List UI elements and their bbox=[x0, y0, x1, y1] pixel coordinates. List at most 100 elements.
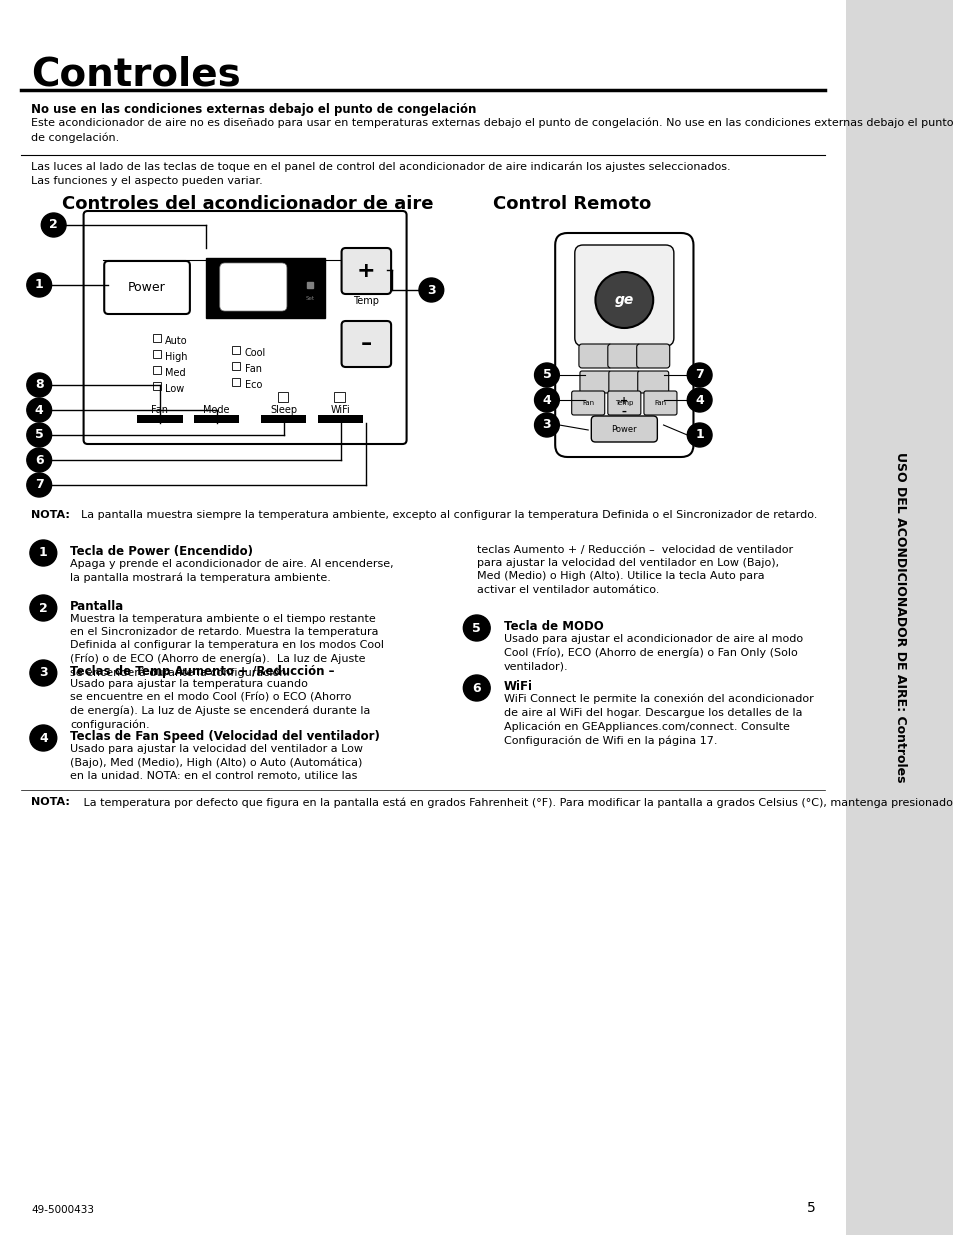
FancyBboxPatch shape bbox=[636, 345, 669, 368]
Text: Temp: Temp bbox=[353, 296, 379, 306]
Text: 6: 6 bbox=[35, 453, 44, 467]
Circle shape bbox=[30, 595, 56, 621]
Text: 1: 1 bbox=[695, 429, 703, 441]
Text: 2: 2 bbox=[39, 601, 48, 615]
Text: 3: 3 bbox=[427, 284, 436, 296]
Text: Las luces al lado de las teclas de toque en el panel de control del acondicionad: Las luces al lado de las teclas de toque… bbox=[30, 162, 730, 173]
Bar bbox=[152, 366, 161, 374]
Text: –: – bbox=[621, 408, 626, 417]
Text: 4: 4 bbox=[35, 404, 44, 416]
Text: Power: Power bbox=[128, 282, 166, 294]
Text: Control Remoto: Control Remoto bbox=[493, 195, 651, 212]
Text: Auto: Auto bbox=[165, 336, 188, 346]
Text: Usado para ajustar el acondicionador de aire al modo
Cool (Frío), ECO (Ahorro de: Usado para ajustar el acondicionador de … bbox=[503, 634, 801, 671]
Circle shape bbox=[595, 272, 653, 329]
Text: Controles del acondicionador de aire: Controles del acondicionador de aire bbox=[62, 195, 433, 212]
Text: 5: 5 bbox=[35, 429, 44, 441]
Text: 5: 5 bbox=[542, 368, 551, 382]
Text: 1: 1 bbox=[35, 279, 44, 291]
Bar bbox=[193, 415, 239, 424]
Bar bbox=[232, 378, 240, 387]
Text: No use en las condiciones externas debajo el punto de congelación: No use en las condiciones externas debaj… bbox=[30, 103, 476, 116]
Circle shape bbox=[534, 412, 558, 437]
Bar bbox=[277, 391, 288, 403]
FancyBboxPatch shape bbox=[341, 321, 391, 367]
FancyBboxPatch shape bbox=[571, 391, 604, 415]
Text: 3: 3 bbox=[39, 667, 48, 679]
Text: USO DEL ACONDICIONADOR DE AIRE: Controles: USO DEL ACONDICIONADOR DE AIRE: Controle… bbox=[893, 452, 905, 783]
FancyBboxPatch shape bbox=[607, 345, 640, 368]
FancyBboxPatch shape bbox=[591, 416, 657, 442]
FancyBboxPatch shape bbox=[104, 261, 190, 314]
Text: 4: 4 bbox=[695, 394, 703, 406]
Text: WiFi: WiFi bbox=[331, 405, 350, 415]
Text: teclas Aumento + / Reducción –  velocidad de ventilador
para ajustar la velocida: teclas Aumento + / Reducción – velocidad… bbox=[476, 545, 792, 594]
Bar bbox=[317, 415, 363, 424]
Text: Med: Med bbox=[165, 368, 186, 378]
Text: Controles: Controles bbox=[30, 56, 240, 93]
Circle shape bbox=[686, 388, 711, 412]
Circle shape bbox=[27, 448, 51, 472]
Text: 1: 1 bbox=[39, 547, 48, 559]
FancyBboxPatch shape bbox=[341, 248, 391, 294]
Text: Teclas de Temp Aumento + /Reducción –: Teclas de Temp Aumento + /Reducción – bbox=[71, 664, 335, 678]
Text: ge: ge bbox=[614, 293, 634, 308]
Bar bbox=[152, 382, 161, 390]
Text: Sleep: Sleep bbox=[270, 405, 297, 415]
Text: La pantalla muestra siempre la temperatura ambiente, excepto al configurar la te: La pantalla muestra siempre la temperatu… bbox=[74, 510, 817, 520]
Text: 6: 6 bbox=[472, 682, 480, 694]
Text: High: High bbox=[165, 352, 188, 362]
Text: Low: Low bbox=[165, 384, 184, 394]
Text: Fan: Fan bbox=[244, 364, 261, 374]
Circle shape bbox=[463, 676, 490, 701]
Bar bbox=[261, 415, 306, 424]
FancyBboxPatch shape bbox=[637, 370, 668, 393]
FancyBboxPatch shape bbox=[608, 370, 639, 393]
FancyBboxPatch shape bbox=[643, 391, 677, 415]
Text: Pantalla: Pantalla bbox=[71, 600, 124, 613]
Bar bbox=[152, 333, 161, 342]
Bar bbox=[137, 415, 182, 424]
FancyBboxPatch shape bbox=[219, 263, 287, 311]
Text: +: + bbox=[356, 261, 375, 282]
Text: 5: 5 bbox=[472, 621, 480, 635]
Text: WiFi Connect le permite la conexión del acondicionador
de aire al WiFi del hogar: WiFi Connect le permite la conexión del … bbox=[503, 694, 813, 746]
Text: 4: 4 bbox=[39, 731, 48, 745]
Text: Muestra la temperatura ambiente o el tiempo restante
en el Sincronizador de reta: Muestra la temperatura ambiente o el tie… bbox=[71, 614, 384, 678]
Text: 7: 7 bbox=[695, 368, 703, 382]
Text: 49-5000433: 49-5000433 bbox=[30, 1205, 93, 1215]
Bar bbox=[152, 350, 161, 358]
Circle shape bbox=[534, 363, 558, 387]
Text: 2: 2 bbox=[50, 219, 58, 231]
Circle shape bbox=[41, 212, 66, 237]
Bar bbox=[232, 362, 240, 370]
Text: Tecla de MODO: Tecla de MODO bbox=[503, 620, 602, 634]
Bar bbox=[206, 258, 325, 317]
FancyBboxPatch shape bbox=[579, 370, 610, 393]
Text: 3: 3 bbox=[542, 419, 551, 431]
Text: Tecla de Power (Encendido): Tecla de Power (Encendido) bbox=[71, 545, 253, 558]
Circle shape bbox=[418, 278, 443, 303]
Circle shape bbox=[686, 363, 711, 387]
Text: Usado para ajustar la temperatura cuando
se encuentre en el modo Cool (Frío) o E: Usado para ajustar la temperatura cuando… bbox=[71, 679, 370, 730]
FancyBboxPatch shape bbox=[578, 345, 611, 368]
FancyBboxPatch shape bbox=[575, 245, 673, 346]
Bar bbox=[334, 391, 344, 403]
Text: Las funciones y el aspecto pueden variar.: Las funciones y el aspecto pueden variar… bbox=[30, 177, 262, 186]
Text: Fan: Fan bbox=[581, 400, 594, 406]
Text: –: – bbox=[360, 333, 372, 354]
FancyBboxPatch shape bbox=[555, 233, 693, 457]
FancyBboxPatch shape bbox=[84, 211, 406, 445]
Circle shape bbox=[463, 615, 490, 641]
Circle shape bbox=[534, 388, 558, 412]
Circle shape bbox=[686, 424, 711, 447]
Text: 5: 5 bbox=[805, 1200, 815, 1215]
Text: Temp: Temp bbox=[615, 400, 633, 406]
Circle shape bbox=[27, 273, 51, 296]
Text: WiFi: WiFi bbox=[503, 680, 532, 693]
Circle shape bbox=[27, 473, 51, 496]
Text: Cool: Cool bbox=[244, 348, 266, 358]
Text: NOTA:: NOTA: bbox=[30, 797, 70, 806]
Text: 4: 4 bbox=[542, 394, 551, 406]
Text: 7: 7 bbox=[35, 478, 44, 492]
